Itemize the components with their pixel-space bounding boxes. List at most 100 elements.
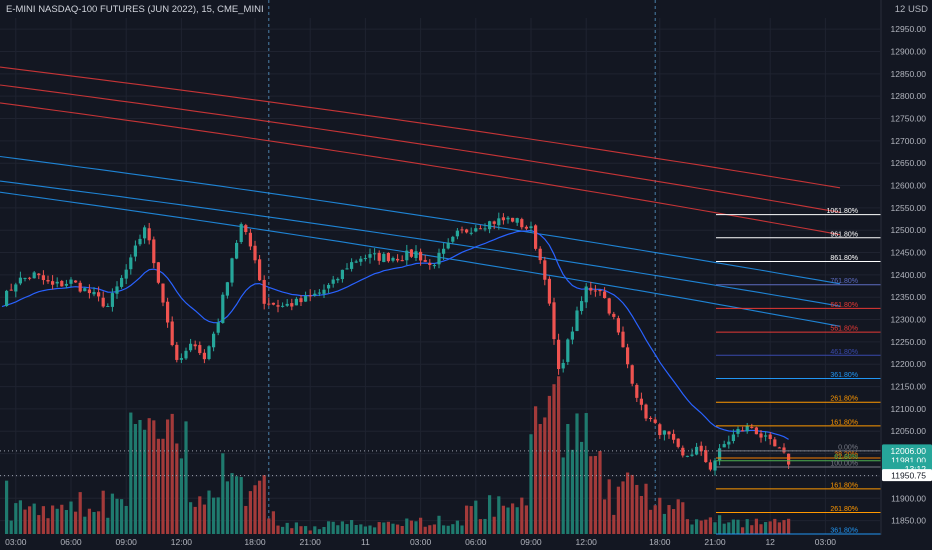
volume-bar [253,485,257,534]
candle-body [55,281,59,284]
volume-bar [147,418,151,534]
volume-bar [244,505,248,534]
currency-label[interactable]: 12 USD [894,4,928,15]
time-axis-tick: 18:00 [244,537,266,547]
candle-body [262,279,266,304]
candle-body [189,343,193,351]
candle-body [718,448,722,461]
price-axis-tick: 12050.00 [891,426,927,436]
volume-bar [478,519,482,534]
candle-body [216,322,220,333]
volume-bar [662,513,666,534]
volume-bar [419,517,423,534]
candle-body [547,278,551,304]
candle-body [271,302,275,305]
volume-bar [515,507,519,534]
volume-bar [400,525,404,534]
volume-bar [368,525,372,534]
candle-body [478,228,482,230]
candle-body [87,289,91,294]
candle-body [46,280,50,282]
price-axis-tick: 12250.00 [891,337,927,347]
volume-bar [727,522,731,534]
fib-level-label: 961.80% [830,231,858,238]
candle-body [497,218,501,226]
candle-body [294,298,298,306]
volume-bar [777,522,781,534]
candle-body [768,434,772,440]
volume-bar [350,520,354,534]
candle-body [253,245,257,261]
volume-bar [304,526,308,534]
volume-bar [359,524,363,534]
candle-body [446,242,450,249]
candle-body [336,278,340,281]
price-axis-tick: 12600.00 [891,181,927,191]
volume-bar [764,522,768,534]
candle-body [386,252,390,262]
candle-body [92,291,96,295]
candle-body [147,228,151,241]
price-axis-tick: 12450.00 [891,248,927,258]
fib-level-label: 1061.80% [826,208,858,215]
candle-body [754,427,758,435]
volume-bar [759,524,763,534]
candle-body [368,254,372,258]
volume-bar [55,508,59,534]
candle-body [492,221,496,224]
candle-body [212,333,216,348]
candle-body [331,279,335,284]
ema-line [1,229,789,440]
candle-body [313,293,317,296]
candle-body [474,228,478,232]
red-envelope-line [0,84,841,213]
candle-body [423,259,427,262]
volume-bar [386,521,390,534]
fib-level-label: 861.80% [830,255,858,262]
candle-body [437,252,441,265]
candle-body [699,445,703,452]
candle-body [672,433,676,440]
volume-bar [741,527,745,534]
volume-bar [225,481,229,534]
volume-bar [474,500,478,534]
candle-body [60,281,64,287]
volume-bar [9,520,13,534]
red-envelope-line [0,66,841,189]
price-tag[interactable] [882,469,932,482]
volume-bar [41,506,45,534]
candle-body [580,301,584,312]
volume-bar [460,525,464,534]
volume-bar [74,511,78,534]
candle-body [639,398,643,405]
volume-bar [626,472,630,534]
candle-body [465,229,469,233]
time-axis-tick: 09:00 [520,537,542,547]
volume-bar [428,525,432,534]
candle-body [32,272,36,279]
price-tag[interactable] [882,444,932,457]
candle-body [741,430,745,432]
volume-bar [313,526,317,534]
volume-bar [308,530,312,534]
candle-body [400,260,404,262]
price-axis-tick: 12900.00 [891,47,927,57]
price-axis-tick: 12800.00 [891,91,927,101]
candle-body [511,217,515,222]
candle-body [115,286,119,294]
price-axis-tick: 12650.00 [891,158,927,168]
candle-body [681,447,685,456]
candle-body [373,253,377,255]
volume-bar [630,474,634,534]
candle-body [207,346,211,359]
candle-body [488,221,492,230]
candle-body [543,260,547,280]
volume-bar [124,505,128,534]
volume-bar [782,520,786,534]
candle-body [777,447,781,449]
candle-body [607,298,611,314]
volume-bar [198,496,202,534]
volume-bar [193,506,197,534]
